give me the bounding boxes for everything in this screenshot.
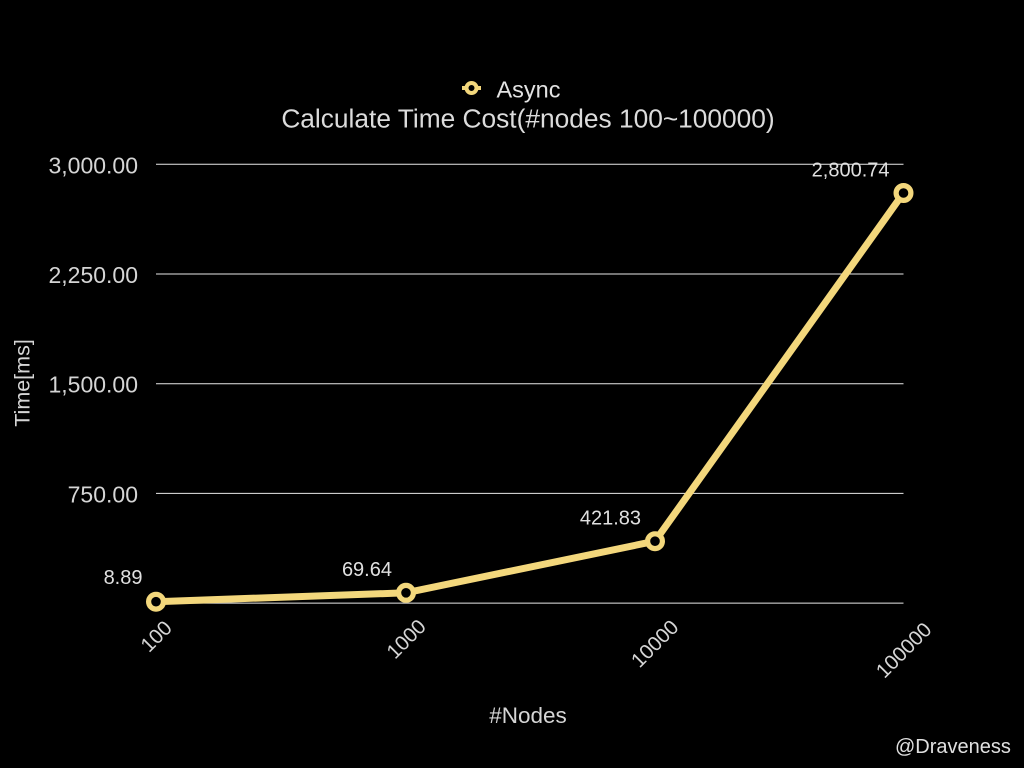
svg-text:421.83: 421.83 [580,508,641,530]
svg-text:69.64: 69.64 [342,559,392,581]
svg-text:Time[ms]: Time[ms] [10,339,34,427]
svg-text:#Nodes: #Nodes [489,703,567,728]
svg-text:750.00: 750.00 [68,481,138,507]
svg-text:@Draveness: @Draveness [895,736,1011,758]
svg-text:3,000.00: 3,000.00 [48,152,138,178]
svg-text:2,800.74: 2,800.74 [812,160,890,182]
svg-text:2,250.00: 2,250.00 [48,262,138,288]
svg-text:1,500.00: 1,500.00 [48,372,138,398]
svg-text:Calculate Time Cost(#nodes 100: Calculate Time Cost(#nodes 100~100000) [281,104,774,134]
svg-text:8.89: 8.89 [104,567,143,589]
svg-text:Async: Async [497,76,561,102]
